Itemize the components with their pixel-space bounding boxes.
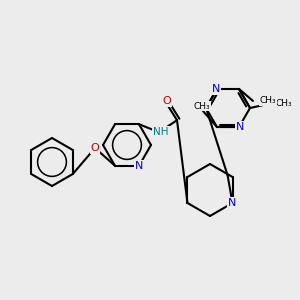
Text: CH₃: CH₃ bbox=[275, 100, 292, 109]
Text: O: O bbox=[91, 143, 99, 153]
Text: NH: NH bbox=[153, 127, 169, 137]
Text: CH₃: CH₃ bbox=[260, 96, 277, 105]
Text: N: N bbox=[228, 198, 237, 208]
Text: N: N bbox=[236, 122, 244, 132]
Text: N: N bbox=[212, 84, 220, 94]
Text: N: N bbox=[135, 161, 143, 171]
Text: CH₃: CH₃ bbox=[194, 102, 210, 111]
Text: O: O bbox=[163, 96, 171, 106]
